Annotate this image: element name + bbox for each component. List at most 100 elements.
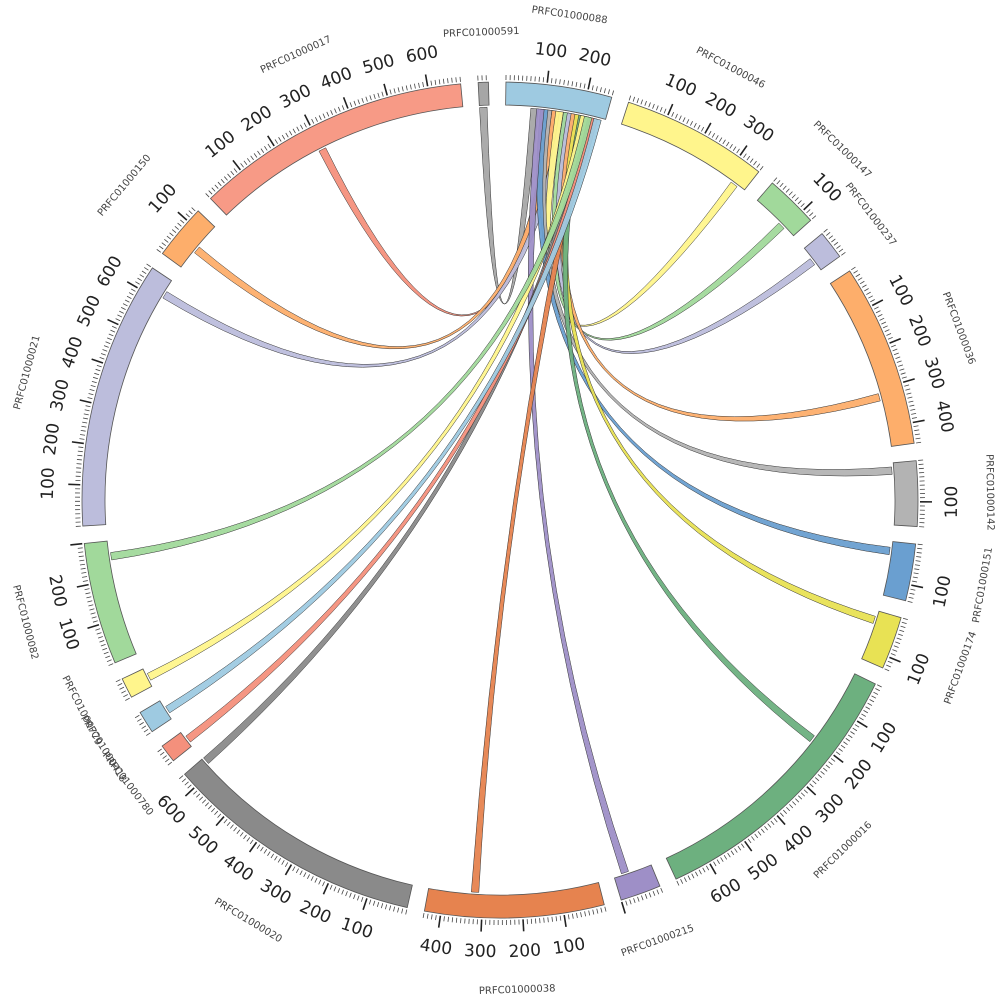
minor-tick: [341, 105, 345, 111]
minor-tick: [915, 437, 921, 440]
minor-tick: [397, 907, 400, 913]
minor-tick: [205, 193, 210, 198]
minor-tick: [88, 393, 94, 396]
minor-tick: [87, 397, 93, 400]
minor-tick: [122, 303, 128, 307]
minor-tick: [910, 588, 916, 591]
minor-tick: [708, 130, 712, 136]
minor-tick: [697, 124, 701, 130]
tick-label: 100: [884, 272, 917, 310]
minor-tick: [871, 695, 877, 699]
minor-tick: [88, 604, 94, 607]
minor-tick: [337, 106, 341, 112]
segment-label-PRFC01000038: PRFC01000038: [479, 983, 556, 997]
minor-tick: [94, 372, 100, 376]
minor-tick: [289, 130, 293, 136]
minor-tick: [895, 356, 901, 359]
minor-tick: [260, 846, 264, 852]
minor-tick: [230, 824, 234, 829]
major-tick: [563, 914, 567, 928]
minor-tick: [156, 249, 162, 253]
tick-label: 400: [931, 399, 957, 435]
minor-tick: [281, 860, 285, 865]
minor-tick: [886, 333, 892, 336]
minor-tick: [915, 560, 921, 562]
minor-tick: [253, 153, 258, 158]
minor-tick: [130, 288, 136, 292]
minor-tick: [91, 380, 97, 384]
major-tick: [248, 841, 258, 853]
minor-tick: [671, 111, 675, 117]
minor-tick: [397, 87, 400, 93]
minor-tick: [108, 333, 114, 337]
minor-tick: [828, 761, 833, 766]
tick-label: 400: [418, 935, 453, 959]
minor-tick: [847, 734, 853, 739]
segment-PRFC01000020: [183, 758, 413, 909]
minor-tick: [326, 111, 330, 117]
minor-tick: [105, 655, 111, 659]
minor-tick: [547, 917, 549, 923]
minor-tick: [776, 180, 781, 185]
minor-tick: [603, 88, 606, 94]
tick-label: 400: [219, 851, 257, 886]
minor-tick: [426, 913, 429, 919]
minor-tick: [773, 177, 778, 182]
minor-tick: [185, 213, 190, 218]
minor-tick: [80, 567, 86, 570]
minor-tick: [855, 273, 861, 278]
minor-tick: [95, 368, 101, 372]
minor-tick: [128, 292, 134, 296]
minor-tick: [87, 600, 93, 603]
major-tick: [871, 299, 884, 307]
minor-tick: [907, 396, 913, 399]
minor-tick: [736, 148, 740, 154]
minor-tick: [800, 203, 805, 208]
minor-tick: [333, 886, 337, 892]
minor-tick: [139, 274, 145, 278]
minor-tick: [329, 884, 333, 890]
minor-tick: [167, 761, 173, 766]
minor-tick: [108, 663, 114, 666]
minor-tick: [792, 801, 797, 806]
segment-label-PRFC01000591: PRFC01000591: [443, 26, 520, 40]
minor-tick: [843, 741, 848, 745]
minor-tick: [680, 879, 684, 884]
minor-tick: [886, 664, 891, 668]
minor-tick: [676, 880, 680, 886]
minor-tick: [791, 194, 796, 199]
minor-tick: [381, 91, 384, 97]
minor-tick: [908, 400, 914, 403]
minor-tick: [916, 552, 922, 554]
minor-tick: [300, 124, 304, 130]
minor-tick: [718, 137, 723, 143]
minor-tick: [773, 818, 778, 823]
minor-tick: [99, 640, 105, 643]
minor-tick: [899, 629, 905, 633]
major-tick: [267, 135, 275, 147]
minor-tick: [184, 781, 189, 786]
tick-label: 100: [54, 616, 83, 653]
tick-label: 200: [238, 102, 276, 136]
minor-tick: [876, 684, 882, 688]
minor-tick: [79, 559, 85, 562]
segment-label-PRFC01000082: PRFC01000082: [10, 584, 40, 661]
minor-tick: [911, 412, 917, 415]
minor-tick: [803, 789, 808, 794]
minor-tick: [873, 691, 879, 695]
segment-label-PRFC01000046: PRFC01000046: [694, 45, 767, 91]
segments-layer: [81, 81, 919, 919]
minor-tick: [134, 714, 140, 719]
minor-tick: [217, 813, 222, 818]
minor-tick: [120, 307, 126, 310]
minor-tick: [625, 900, 628, 906]
minor-tick: [896, 637, 902, 640]
minor-tick: [435, 915, 437, 921]
minor-tick: [455, 77, 457, 83]
minor-tick: [82, 580, 88, 582]
minor-tick: [788, 191, 793, 196]
minor-tick: [82, 417, 88, 420]
minor-tick: [806, 209, 811, 214]
minor-tick: [111, 325, 117, 329]
minor-tick: [157, 748, 162, 753]
